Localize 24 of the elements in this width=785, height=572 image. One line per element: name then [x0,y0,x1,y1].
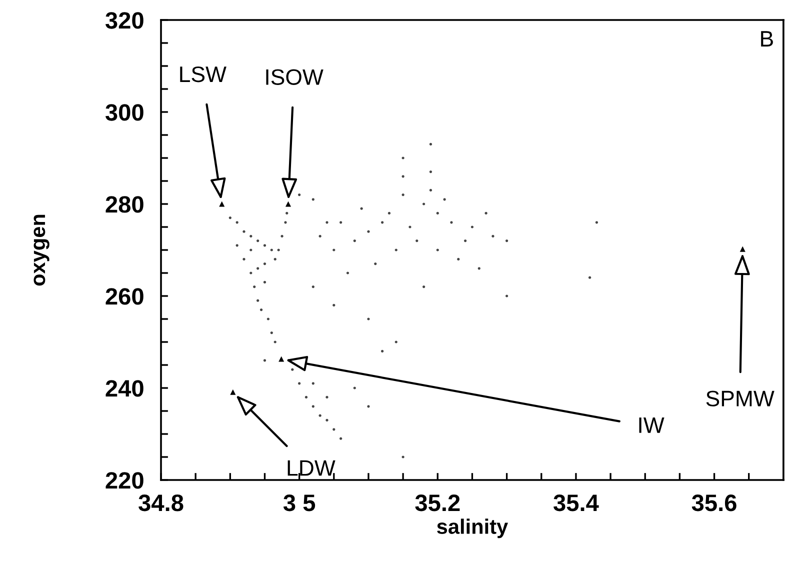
y-tick-label: 280 [106,196,144,213]
point [219,201,225,207]
point [230,389,236,395]
x-tick-label: 3 5 [283,494,316,512]
annotation: B [761,31,773,46]
point [740,246,746,252]
x-tick-label: 35.4 [554,494,599,512]
y-tick-label: 220 [106,472,144,489]
x-axis-title: salinity [437,518,508,538]
annotation: SPMW [706,390,774,406]
x-tick-label: 35.6 [692,494,736,512]
y-tick-label: 260 [106,288,144,305]
x-tick-label: 35.2 [415,494,460,512]
x-tick-label: 34.8 [138,494,184,512]
y-tick-label: 320 [105,12,144,29]
annotation: ISOW [266,69,324,85]
point [278,356,284,362]
annotation: LDW [288,460,336,476]
annotation: LSW [180,66,226,82]
point [285,201,292,207]
y-tick-label: 240 [106,380,144,397]
y-tick-label: 300 [105,104,144,121]
y-axis-title: oxygen [34,214,50,286]
annotation: IW [639,418,664,433]
